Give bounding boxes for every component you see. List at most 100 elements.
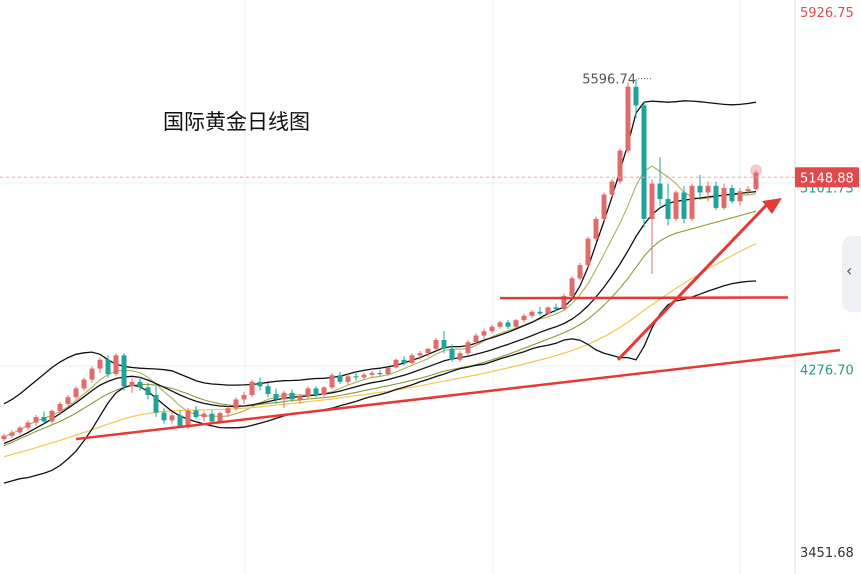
candlestick	[265, 382, 271, 398]
candle-body	[201, 413, 207, 418]
candle-body	[689, 185, 695, 219]
candlestick	[721, 183, 727, 211]
candle-body	[9, 432, 15, 436]
candlestick	[361, 372, 367, 381]
candlestick	[305, 386, 311, 399]
candlestick	[641, 102, 647, 228]
candle-body	[753, 172, 759, 190]
candlestick	[113, 353, 119, 377]
candlestick	[521, 313, 527, 323]
candlestick	[617, 148, 623, 184]
candlestick	[329, 373, 335, 390]
candle-body	[249, 381, 255, 396]
candlestick	[137, 376, 143, 391]
candlestick	[529, 310, 535, 318]
candlestick	[209, 410, 215, 424]
candle-body	[713, 185, 719, 208]
candle-body	[409, 355, 415, 364]
candlestick	[481, 328, 487, 340]
candle-body	[273, 393, 279, 400]
candle-body	[345, 376, 351, 382]
candle-body	[537, 311, 543, 314]
candle-body	[17, 427, 23, 433]
candlestick	[737, 188, 743, 206]
candle-body	[321, 387, 327, 396]
candle-body	[89, 368, 95, 380]
uptrend-arrow-head	[762, 198, 782, 214]
candlestick	[313, 386, 319, 398]
candlestick	[369, 370, 375, 378]
uptrend-arrow-shaft	[616, 202, 770, 361]
candle-body	[417, 353, 423, 356]
candlestick	[473, 333, 479, 345]
candlestick	[57, 401, 63, 414]
candle-body	[169, 415, 175, 421]
candlestick	[673, 190, 679, 222]
candlestick	[9, 430, 15, 438]
horizontal-support-line	[499, 296, 789, 300]
candlestick	[81, 377, 87, 391]
candlestick	[65, 395, 71, 408]
candlestick	[225, 406, 231, 418]
candle-body	[57, 403, 63, 411]
candlestick	[33, 414, 39, 426]
candle-body	[297, 396, 303, 400]
candle-body	[281, 392, 287, 400]
candle-body	[465, 342, 471, 354]
candlestick	[577, 262, 583, 281]
candlestick	[321, 386, 327, 398]
candle-body	[681, 192, 687, 219]
candlestick	[177, 410, 183, 429]
y-tick-label: 3451.68	[800, 546, 854, 561]
candle-body	[529, 311, 535, 316]
candlestick	[713, 181, 719, 211]
candle-body	[625, 86, 631, 151]
candle-body	[585, 238, 591, 266]
candle-body	[105, 359, 111, 375]
candle-body	[361, 374, 367, 378]
candlestick	[745, 185, 751, 195]
candle-body	[289, 392, 295, 400]
candle-body	[193, 410, 199, 418]
candlestick	[497, 320, 503, 329]
candle-body	[441, 339, 447, 349]
candlestick	[553, 303, 559, 312]
candlestick	[505, 320, 511, 329]
candle-body	[129, 381, 135, 387]
candlestick	[297, 393, 303, 404]
candlestick	[417, 350, 423, 360]
candle-body	[569, 278, 575, 296]
boll-mid-line	[3, 190, 757, 445]
candlestick	[465, 339, 471, 356]
candlestick	[569, 276, 575, 299]
candlestick	[625, 82, 631, 153]
current-price-layer: 5148.88 5596.74	[0, 73, 859, 188]
candle-body	[145, 387, 151, 396]
chevron-left-icon: ‹	[846, 261, 853, 280]
candle-body	[81, 379, 87, 389]
candle-body	[97, 359, 103, 369]
candle-body	[137, 381, 143, 388]
candlestick	[241, 391, 247, 404]
candlestick	[337, 371, 343, 385]
candle-body	[241, 395, 247, 400]
candle-body	[153, 395, 159, 413]
side-panel-toggle[interactable]: ‹	[842, 236, 861, 312]
candlestick	[681, 185, 687, 224]
candle-body	[177, 415, 183, 426]
chart-title: 国际黄金日线图	[163, 110, 310, 134]
candlestick	[657, 157, 663, 206]
candle-body	[505, 322, 511, 327]
candle-body	[161, 412, 167, 421]
chart-grid	[0, 0, 796, 574]
candle-body	[49, 410, 55, 422]
candle-body	[233, 399, 239, 409]
candlestick	[345, 374, 351, 386]
latest-price-pulse	[750, 164, 762, 177]
candlestick	[689, 183, 695, 222]
candle-body	[337, 375, 343, 382]
candle-body	[673, 192, 679, 219]
support-trendline	[75, 348, 841, 441]
candle-body	[641, 105, 647, 219]
